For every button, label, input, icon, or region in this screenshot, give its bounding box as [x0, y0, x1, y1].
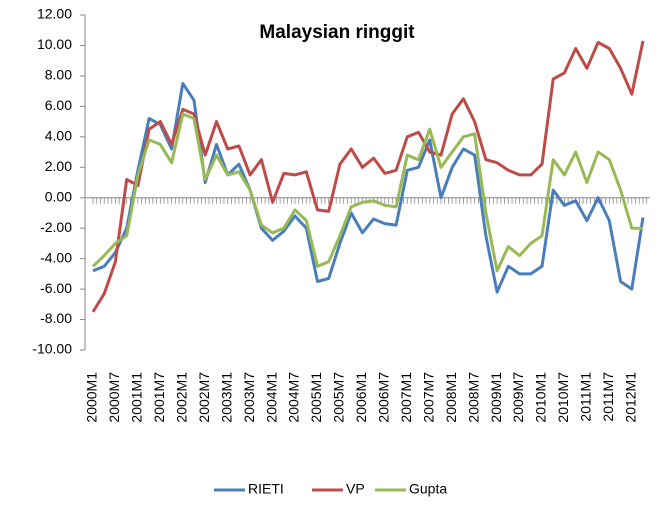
line-series	[92, 82, 645, 294]
legend-label: Gupta	[409, 481, 447, 497]
x-tick-label: 2005M7	[331, 372, 347, 423]
x-tick-label: 2011M7	[600, 372, 616, 422]
x-tick-label: 2010M1	[533, 372, 549, 423]
y-tick-label: 12.00	[37, 6, 72, 22]
x-tick-label: 2002M7	[196, 372, 212, 423]
y-tick-label: 10.00	[37, 36, 72, 52]
x-tick-label: 2002M1	[173, 372, 189, 423]
x-tick-label: 2004M1	[263, 372, 279, 423]
y-tick-label: -8.00	[40, 310, 72, 326]
y-tick-label: 2.00	[45, 158, 72, 174]
x-tick-label: 2005M1	[308, 372, 324, 423]
x-tick-label: 2000M7	[106, 372, 122, 423]
line-series	[91, 112, 643, 273]
x-tick-label: 2007M7	[420, 372, 436, 423]
y-tick-label: 4.00	[45, 128, 72, 144]
x-tick-label: 2006M1	[353, 372, 369, 423]
x-tick-label: 2001M1	[129, 372, 145, 423]
y-tick-label: -4.00	[40, 249, 72, 265]
y-tick-label: -10.00	[32, 341, 72, 357]
x-tick-label: 2007M1	[398, 372, 414, 423]
y-tick-label: 8.00	[45, 67, 72, 83]
x-tick-label: 2001M7	[151, 372, 167, 423]
line-series	[91, 40, 645, 313]
x-tick-label: 2004M7	[286, 372, 302, 423]
legend-label: RIETI	[248, 481, 284, 497]
x-tick-label: 2009M7	[510, 372, 526, 423]
y-tick-label: -2.00	[40, 219, 72, 235]
x-tick-label: 2011M1	[578, 372, 594, 422]
x-tick-label: 2006M7	[376, 372, 392, 423]
legend-label: VP	[346, 481, 365, 497]
y-tick-label: -6.00	[40, 280, 72, 296]
y-tick-label: 0.00	[45, 188, 72, 204]
x-tick-label: 2003M7	[241, 372, 257, 423]
x-tick-label: 2008M7	[465, 372, 481, 423]
x-tick-label: 2000M1	[84, 372, 100, 423]
x-tick-label: 2003M1	[218, 372, 234, 423]
y-tick-label: 6.00	[45, 97, 72, 113]
x-tick-label: 2010M7	[555, 372, 571, 423]
chart-title: Malaysian ringgit	[259, 22, 415, 43]
x-tick-label: 2012M1	[622, 372, 638, 423]
x-tick-label: 2009M1	[488, 372, 504, 423]
x-tick-label: 2008M1	[443, 372, 459, 423]
